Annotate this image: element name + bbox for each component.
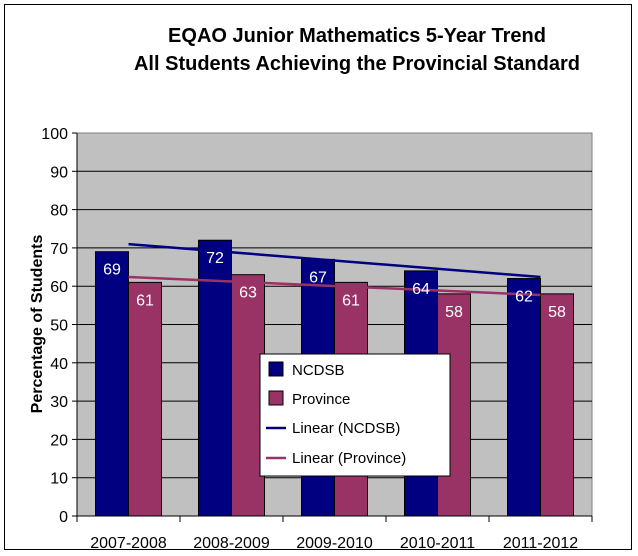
data-labels: 69 61 72 63 67 61 64 58 62 58 xyxy=(103,250,566,321)
chart-subtitle: All Students Achieving the Provincial St… xyxy=(134,53,580,75)
y-tick-label-50: 50 xyxy=(50,318,68,335)
x-tick-label-2010-2011: 2010-2011 xyxy=(400,535,475,552)
x-tick-label-2011-2012: 2011-2012 xyxy=(503,535,578,552)
y-tick-label-90: 90 xyxy=(50,164,68,181)
bar-province-2011-2012 xyxy=(540,293,574,517)
y-tick-label-100: 100 xyxy=(41,126,68,143)
chart-title: EQAO Junior Mathematics 5-Year Trend xyxy=(168,25,546,47)
legend-label-province: Province xyxy=(292,391,350,408)
x-tick-label-2008-2009: 2008-2009 xyxy=(193,535,270,552)
trendline-province xyxy=(128,275,541,297)
data-label-ncdsb-2009-2010: 67 xyxy=(309,269,327,286)
legend-swatch-ncdsb xyxy=(268,361,284,377)
legend-swatch-province xyxy=(268,390,284,406)
y-tick-label-40: 40 xyxy=(50,356,68,373)
y-tick-label-70: 70 xyxy=(50,241,68,258)
x-tick-label-2007-2008: 2007-2008 xyxy=(90,535,167,552)
y-tick-label-60: 60 xyxy=(50,279,68,296)
y-tick-label-30: 30 xyxy=(50,394,68,411)
trendline-ncdsb xyxy=(128,242,541,279)
data-label-ncdsb-2008-2009: 72 xyxy=(206,250,224,267)
legend: NCDSB Province Linear (NCDSB) Linear (Pr… xyxy=(259,353,451,477)
data-label-province-2010-2011: 58 xyxy=(445,304,463,321)
trendlines xyxy=(128,242,541,297)
legend-box xyxy=(259,353,451,477)
y-axis-title: Percentage of Students xyxy=(29,235,46,414)
data-label-ncdsb-2010-2011: 64 xyxy=(412,281,430,298)
y-tick-label-10: 10 xyxy=(50,471,68,488)
axes: 0 10 20 30 40 50 60 70 80 90 100 2007-2008 2008-2009… xyxy=(41,126,593,552)
bar-ncdsb-2011-2012 xyxy=(507,278,541,517)
data-label-province-2011-2012: 58 xyxy=(548,304,566,321)
y-tick-label-20: 20 xyxy=(50,432,68,449)
bar-province-2007-2008 xyxy=(128,281,162,517)
bar-province-2008-2009 xyxy=(231,274,265,517)
data-label-province-2007-2008: 61 xyxy=(136,292,154,309)
legend-label-ncdsb: NCDSB xyxy=(292,362,345,379)
y-tick-label-0: 0 xyxy=(59,509,68,526)
y-tick-label-80: 80 xyxy=(50,203,68,220)
data-label-ncdsb-2007-2008: 69 xyxy=(103,262,121,279)
data-label-province-2009-2010: 61 xyxy=(342,292,360,309)
legend-label-linear-ncdsb: Linear (NCDSB) xyxy=(292,420,400,437)
legend-label-linear-province: Linear (Province) xyxy=(292,450,406,467)
data-label-ncdsb-2011-2012: 62 xyxy=(515,289,533,306)
x-tick-label-2009-2010: 2009-2010 xyxy=(296,535,373,552)
bar-ncdsb-2007-2008 xyxy=(95,251,129,517)
data-label-province-2008-2009: 63 xyxy=(239,285,257,302)
